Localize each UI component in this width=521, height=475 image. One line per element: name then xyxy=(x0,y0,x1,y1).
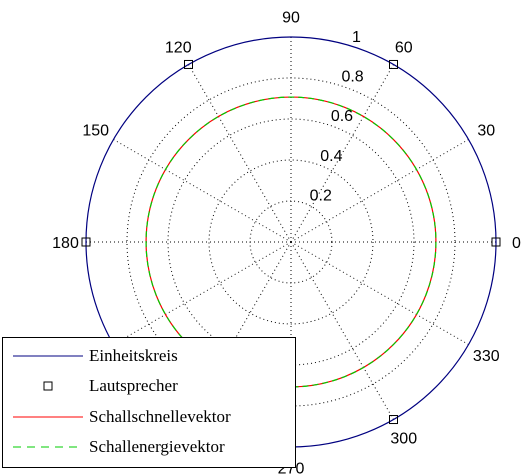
legend-line-red xyxy=(13,416,83,418)
angle-tick-label: 90 xyxy=(282,10,300,27)
legend-line-blue xyxy=(13,355,83,357)
legend-item-lautsprecher: Lautsprecher xyxy=(3,375,295,397)
angle-tick-label: 60 xyxy=(395,40,413,57)
legend-label: Schallenergievektor xyxy=(89,437,225,456)
legend-item-schallschnellevektor: Schallschnellevektor xyxy=(3,406,295,428)
angle-tick-label: 30 xyxy=(477,122,495,139)
grid-spoke xyxy=(290,241,394,420)
marker-lautsprecher xyxy=(491,237,501,247)
angle-tick-label: 120 xyxy=(165,40,192,57)
marker-lautsprecher xyxy=(389,59,398,69)
grid-spoke xyxy=(113,139,292,243)
legend-item-schallenergievektor: Schallenergievektor xyxy=(3,436,295,458)
radial-tick-label: 0.4 xyxy=(320,148,342,165)
angle-tick-label: 330 xyxy=(473,348,500,365)
legend-line-green-dashed xyxy=(13,446,83,448)
legend: Einheitskreis Lautsprecher Schallschnell… xyxy=(2,337,296,468)
radial-tick-label: 0.6 xyxy=(331,108,353,125)
grid-circle xyxy=(167,118,415,366)
legend-label: Lautsprecher xyxy=(89,376,178,395)
marker-lautsprecher xyxy=(81,237,91,247)
marker-lautsprecher xyxy=(184,59,193,69)
legend-label: Schallschnellevektor xyxy=(89,407,231,426)
radial-tick-label: 1 xyxy=(352,29,361,46)
grid-spoke xyxy=(188,64,292,243)
angle-tick-label: 300 xyxy=(390,430,417,447)
legend-square-marker xyxy=(43,381,53,391)
series-schallenergievektor xyxy=(145,96,437,388)
legend-label: Einheitskreis xyxy=(89,346,178,365)
grid-spoke xyxy=(290,241,469,345)
polar-grid xyxy=(86,37,496,447)
grid-circle xyxy=(208,159,374,325)
angle-tick-label: 150 xyxy=(82,122,109,139)
marker-lautsprecher xyxy=(389,415,398,425)
radial-tick-label: 0.8 xyxy=(341,69,363,86)
legend-item-einheitskreis: Einheitskreis xyxy=(3,345,295,367)
grid-spoke xyxy=(113,241,292,345)
angle-tick-label: 0 xyxy=(512,235,521,252)
angle-tick-label: 180 xyxy=(52,235,79,252)
radial-tick-label: 0.2 xyxy=(310,187,332,204)
